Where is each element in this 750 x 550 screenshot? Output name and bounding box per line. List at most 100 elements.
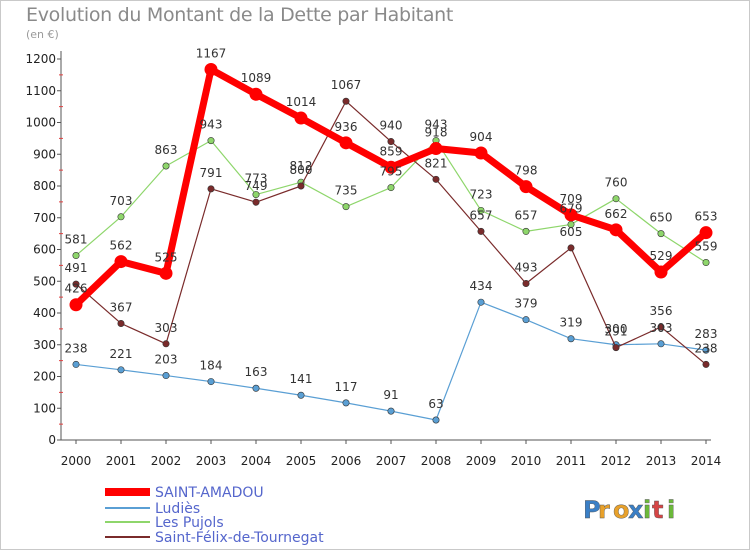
data-point xyxy=(522,227,530,235)
data-point xyxy=(612,195,620,203)
data-label: 773 xyxy=(245,172,268,186)
data-point xyxy=(384,160,398,174)
data-point xyxy=(477,227,485,235)
x-tick-label: 2010 xyxy=(511,454,542,468)
x-tick-label: 2004 xyxy=(241,454,272,468)
data-label: 605 xyxy=(560,225,583,239)
data-point xyxy=(342,203,350,211)
y-tick-label: 700 xyxy=(33,211,56,225)
data-label: 821 xyxy=(425,156,448,170)
data-point xyxy=(654,265,668,279)
data-point xyxy=(252,384,260,392)
legend-label: Saint-Félix-de-Tournegat xyxy=(155,530,324,546)
y-tick-label: 300 xyxy=(33,338,56,352)
data-point xyxy=(297,182,305,190)
data-point xyxy=(474,146,488,160)
data-label: 525 xyxy=(155,250,178,264)
data-point xyxy=(522,316,530,324)
data-label: 91 xyxy=(383,388,398,402)
data-label: 653 xyxy=(695,210,718,224)
data-point xyxy=(207,185,215,193)
data-label: 63 xyxy=(428,397,443,411)
data-point xyxy=(612,344,620,352)
data-point xyxy=(252,191,260,199)
logo-letter: o xyxy=(613,496,630,524)
data-label: 291 xyxy=(605,325,628,339)
data-label: 679 xyxy=(560,201,583,215)
data-label: 184 xyxy=(200,359,223,373)
data-point xyxy=(159,266,173,280)
x-tick-label: 2005 xyxy=(286,454,317,468)
y-tick-label: 200 xyxy=(33,370,56,384)
data-point xyxy=(207,137,215,145)
data-label: 943 xyxy=(425,118,448,132)
data-label: 238 xyxy=(695,341,718,355)
data-point xyxy=(477,298,485,306)
data-point xyxy=(522,279,530,287)
data-point xyxy=(72,252,80,260)
data-label: 300 xyxy=(605,322,628,336)
data-point xyxy=(519,180,533,194)
data-point xyxy=(387,407,395,415)
data-point xyxy=(387,138,395,146)
data-point xyxy=(702,259,710,267)
data-label: 798 xyxy=(515,164,538,178)
data-label: 943 xyxy=(200,118,223,132)
data-label: 1014 xyxy=(286,95,317,109)
data-point xyxy=(69,298,83,312)
x-tick-label: 2002 xyxy=(151,454,182,468)
data-point xyxy=(432,416,440,424)
data-label: 709 xyxy=(560,192,583,206)
data-label: 1067 xyxy=(331,78,362,92)
legend-label: Ludiès xyxy=(155,501,200,517)
data-label: 493 xyxy=(515,260,538,274)
legend-label: SAINT-AMADOU xyxy=(155,485,264,501)
data-point xyxy=(117,366,125,374)
proxiti-logo: Pr ox i t i xyxy=(583,496,676,524)
x-tick-label: 2009 xyxy=(466,454,497,468)
y-tick-label: 600 xyxy=(33,243,56,257)
data-label: 203 xyxy=(155,353,178,367)
x-tick-label: 2012 xyxy=(601,454,632,468)
data-label: 735 xyxy=(335,184,358,198)
x-tick-label: 2013 xyxy=(646,454,677,468)
data-label: 367 xyxy=(110,300,133,314)
data-point xyxy=(567,335,575,343)
data-point xyxy=(702,346,710,354)
data-label: 238 xyxy=(65,341,88,355)
data-point xyxy=(207,378,215,386)
x-tick-label: 2007 xyxy=(376,454,407,468)
data-label: 1167 xyxy=(196,46,227,60)
data-point xyxy=(702,360,710,368)
data-label: 319 xyxy=(560,316,583,330)
data-label: 795 xyxy=(380,165,403,179)
data-label: 863 xyxy=(155,143,178,157)
data-point xyxy=(162,372,170,380)
data-point xyxy=(162,340,170,348)
data-label: 283 xyxy=(695,327,718,341)
data-label: 434 xyxy=(470,279,493,293)
y-tick-label: 500 xyxy=(33,274,56,288)
data-label: 859 xyxy=(380,144,403,158)
data-point xyxy=(249,87,263,101)
data-point xyxy=(72,360,80,368)
data-label: 657 xyxy=(470,208,493,222)
data-label: 662 xyxy=(605,207,628,221)
data-point xyxy=(252,198,260,206)
data-label: 936 xyxy=(335,120,358,134)
data-point xyxy=(162,162,170,170)
data-label: 562 xyxy=(110,239,133,253)
data-label: 141 xyxy=(290,372,313,386)
y-tick-label: 0 xyxy=(48,433,56,447)
unit-label: (en €) xyxy=(26,28,59,41)
data-point xyxy=(342,97,350,105)
y-tick-label: 100 xyxy=(33,401,56,415)
data-point xyxy=(699,226,713,240)
data-point xyxy=(609,223,623,237)
data-point xyxy=(117,213,125,221)
data-point xyxy=(657,323,665,331)
data-label: 918 xyxy=(425,126,448,140)
data-label: 812 xyxy=(290,159,313,173)
data-label: 760 xyxy=(605,176,628,190)
